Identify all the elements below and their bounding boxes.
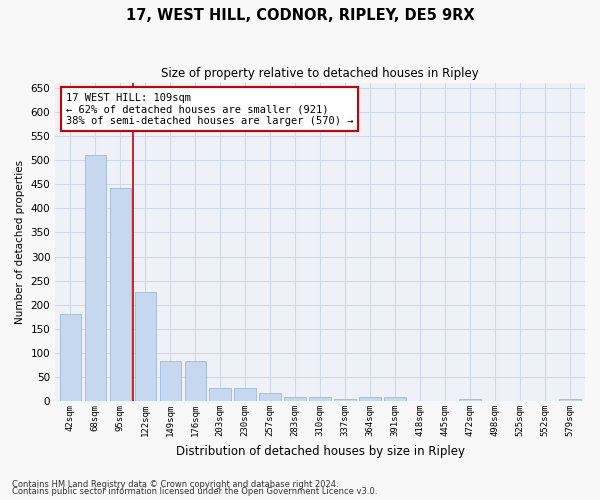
Y-axis label: Number of detached properties: Number of detached properties: [15, 160, 25, 324]
Bar: [235, 388, 256, 401]
Title: Size of property relative to detached houses in Ripley: Size of property relative to detached ho…: [161, 68, 479, 80]
Bar: [385, 398, 406, 401]
Bar: [359, 398, 380, 401]
Text: Contains public sector information licensed under the Open Government Licence v3: Contains public sector information licen…: [12, 487, 377, 496]
X-axis label: Distribution of detached houses by size in Ripley: Distribution of detached houses by size …: [176, 444, 464, 458]
Bar: [110, 188, 131, 401]
Text: Contains HM Land Registry data © Crown copyright and database right 2024.: Contains HM Land Registry data © Crown c…: [12, 480, 338, 489]
Bar: [185, 361, 206, 401]
Bar: [59, 314, 81, 401]
Bar: [284, 398, 306, 401]
Bar: [85, 156, 106, 401]
Bar: [334, 398, 356, 401]
Text: 17, WEST HILL, CODNOR, RIPLEY, DE5 9RX: 17, WEST HILL, CODNOR, RIPLEY, DE5 9RX: [125, 8, 475, 22]
Bar: [160, 361, 181, 401]
Bar: [134, 292, 156, 401]
Bar: [559, 398, 581, 401]
Text: 17 WEST HILL: 109sqm
← 62% of detached houses are smaller (921)
38% of semi-deta: 17 WEST HILL: 109sqm ← 62% of detached h…: [66, 92, 353, 126]
Bar: [209, 388, 231, 401]
Bar: [259, 394, 281, 401]
Bar: [310, 398, 331, 401]
Bar: [460, 398, 481, 401]
